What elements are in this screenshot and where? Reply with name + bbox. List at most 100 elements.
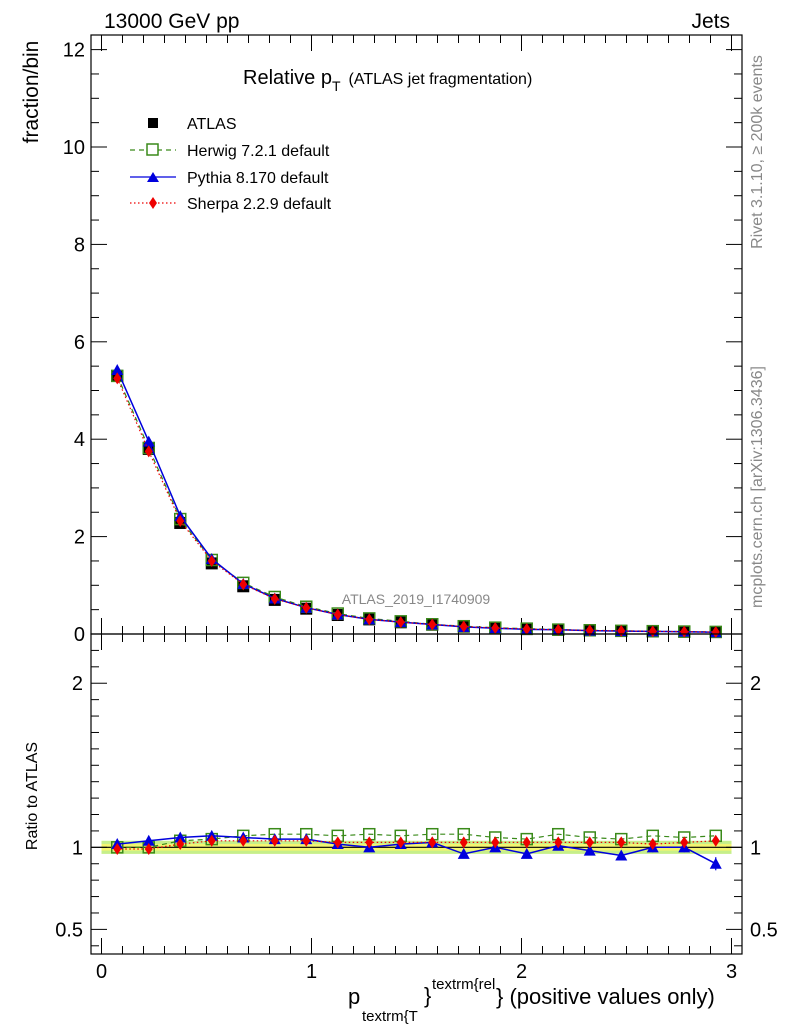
x-axis-label-subscript: textrm{T <box>362 1008 418 1024</box>
legend-sherpa-marker <box>149 197 157 209</box>
y-tick-label: 2 <box>74 527 85 549</box>
sherpa-point <box>554 836 563 849</box>
ratio-y-tick-label-right: 0.5 <box>750 919 778 941</box>
pythia-point <box>583 844 596 856</box>
x-tick-label: 3 <box>726 961 737 983</box>
ratio-y-tick-label-left: 1 <box>72 837 83 859</box>
mcplots-label: mcplots.cern.ch [arXiv:1306.3436] <box>749 366 766 608</box>
main-panel: 0 2 4 6 8 10 12 fraction/bin Relative pT (ATLAS… <box>20 34 743 646</box>
ratio-series <box>111 827 722 871</box>
ratio-panel: 0.5 0.5 1 1 2 2 0 1 2 3 Ratio to ATLAS p textrm{… <box>24 633 778 1024</box>
ratio-y-tick-label-left: 2 <box>72 673 83 695</box>
sherpa-point <box>239 834 248 847</box>
ratio-frame <box>90 633 743 955</box>
x-axis-label-brace: } <box>424 983 431 1008</box>
x-axis-label-superscript: textrm{rel <box>432 976 495 993</box>
sherpa-point <box>270 592 279 605</box>
y-tick-label: 8 <box>74 234 85 256</box>
sherpa-point <box>365 613 374 626</box>
x-tick-label: 2 <box>516 961 527 983</box>
pythia-point <box>615 849 628 861</box>
pythia-point <box>457 847 470 859</box>
sherpa-point <box>333 836 342 849</box>
sherpa-ratio-line <box>117 840 716 850</box>
energy-label: 13000 GeV pp <box>104 10 239 33</box>
main-title: Relative pT (ATLAS jet fragmentation) <box>243 67 532 94</box>
pythia-point <box>174 831 187 843</box>
pythia-point <box>709 857 722 869</box>
x-axis-label-main: p <box>348 984 360 1009</box>
sherpa-point <box>648 838 657 851</box>
sherpa-point <box>711 834 720 847</box>
sherpa-point <box>302 601 311 614</box>
sherpa-point <box>207 554 216 567</box>
x-axis-label: p textrm{T } textrm{rel } (positive valu… <box>348 976 715 1024</box>
sherpa-point <box>617 836 626 849</box>
sherpa-point <box>144 842 153 855</box>
category-label: Jets <box>691 10 730 33</box>
sherpa-point <box>459 620 468 633</box>
legend-pythia-label: Pythia 8.170 default <box>187 170 329 187</box>
y-tick-label: 4 <box>74 429 85 451</box>
main-title-text: Relative p <box>243 67 332 89</box>
y-tick-label: 0 <box>74 624 85 646</box>
pythia-point <box>520 847 533 859</box>
legend-herwig-label: Herwig 7.2.1 default <box>187 143 330 160</box>
x-tick-label: 0 <box>96 961 107 983</box>
ratio-y-tick-label-right: 2 <box>750 673 761 695</box>
ratio-y-tick-label-right: 1 <box>750 837 761 859</box>
sherpa-point <box>522 622 531 635</box>
legend-herwig-marker <box>146 143 159 156</box>
sherpa-line <box>116 378 716 633</box>
ratio-y-tick-labels: 0.5 0.5 1 1 2 2 <box>55 673 778 941</box>
sherpa-point <box>680 625 689 638</box>
sherpa-point <box>491 836 500 849</box>
main-y-tick-labels: 0 2 4 6 8 10 12 <box>63 40 85 646</box>
ratio-y-tick-label-left: 0.5 <box>55 919 83 941</box>
sherpa-point <box>554 623 563 636</box>
sherpa-point <box>176 515 185 528</box>
pythia-point <box>142 834 155 846</box>
sherpa-point <box>428 618 437 631</box>
sherpa-point <box>176 838 185 851</box>
legend-pythia-marker <box>147 172 159 182</box>
y-tick-label: 6 <box>74 332 85 354</box>
sherpa-point <box>396 616 405 629</box>
x-tick-labels: 0 1 2 3 <box>96 961 737 983</box>
x-tick-label: 1 <box>306 961 317 983</box>
sherpa-point <box>113 372 122 385</box>
sherpa-point <box>302 834 311 847</box>
sherpa-point <box>113 842 122 855</box>
pythia-point <box>142 435 155 447</box>
legend: ATLAS Herwig 7.2.1 default Pythia 8.170 … <box>130 116 332 213</box>
main-title-subscript: T <box>332 78 341 94</box>
pythia-point <box>111 364 124 376</box>
sherpa-point <box>680 836 689 849</box>
sherpa-point <box>585 624 594 637</box>
sherpa-point <box>365 836 374 849</box>
sherpa-point <box>207 834 216 847</box>
legend-atlas-marker <box>148 118 158 128</box>
rivet-label: Rivet 3.1.10, ≥ 200k events <box>749 55 766 249</box>
x-axis-label-tail: } (positive values only) <box>496 984 715 1009</box>
y-tick-label: 10 <box>63 137 85 159</box>
y-tick-label: 12 <box>63 40 85 62</box>
main-y-axis-label: fraction/bin <box>20 41 43 144</box>
sherpa-point <box>333 608 342 621</box>
main-title-note: (ATLAS jet fragmentation) <box>349 71 533 88</box>
sherpa-point <box>459 836 468 849</box>
sherpa-point <box>396 836 405 849</box>
ratio-axis-ticks <box>91 634 742 954</box>
legend-sherpa-label: Sherpa 2.2.9 default <box>187 196 332 213</box>
sherpa-point <box>711 626 720 639</box>
sherpa-point <box>144 445 153 458</box>
sherpa-point <box>491 621 500 634</box>
legend-atlas-label: ATLAS <box>187 116 237 133</box>
analysis-watermark: ATLAS_2019_I1740909 <box>342 591 491 607</box>
sherpa-point <box>239 578 248 591</box>
sherpa-point <box>585 836 594 849</box>
sherpa-point <box>522 836 531 849</box>
pythia-ratio-line <box>117 835 717 865</box>
sherpa-point <box>270 834 279 847</box>
